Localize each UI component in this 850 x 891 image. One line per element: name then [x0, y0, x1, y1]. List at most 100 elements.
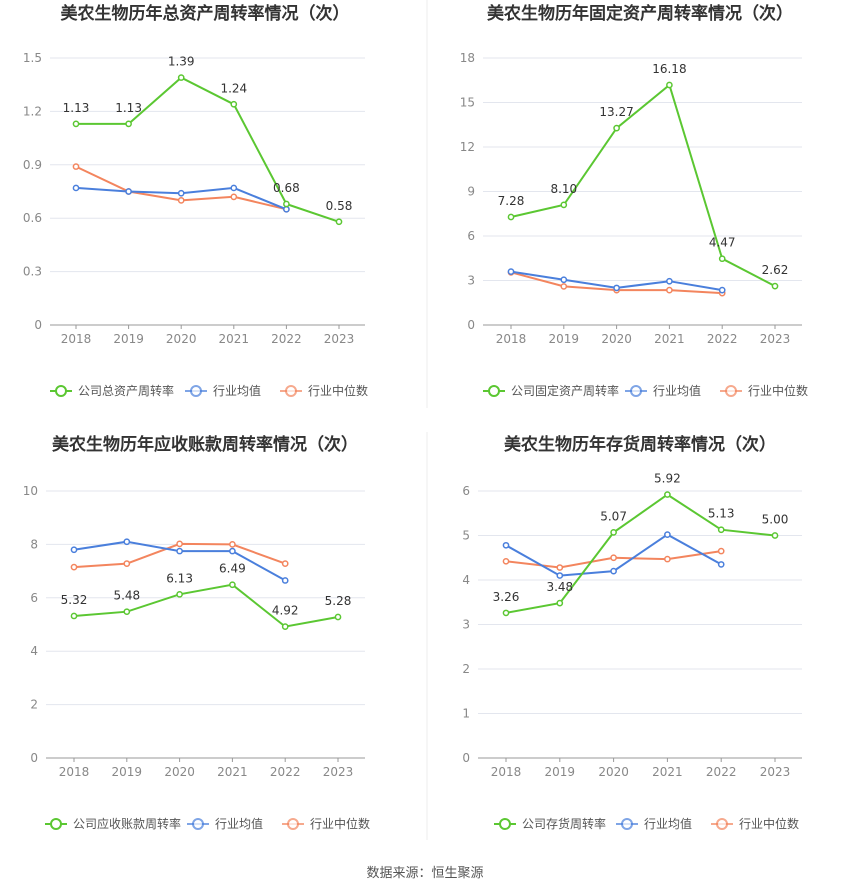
data-point-avg: [283, 205, 290, 213]
data-point-avg: [610, 567, 617, 575]
data-label: 5.32: [61, 593, 88, 607]
data-point-median: [610, 554, 617, 562]
data-point-company: [229, 581, 236, 589]
data-point-median: [229, 541, 236, 548]
legend-marker-avg: [192, 818, 204, 830]
y-tick-label: 0.9: [23, 158, 42, 172]
data-point-company: [335, 218, 343, 226]
data-point-avg: [230, 184, 238, 192]
data-label: 6.13: [166, 571, 193, 585]
x-tick-label: 2023: [324, 332, 355, 346]
data-point-company: [718, 255, 726, 263]
series-line-company: [73, 583, 339, 628]
data-point-company: [556, 599, 564, 607]
legend-label[interactable]: 行业中位数: [310, 816, 370, 831]
data-point-company: [334, 613, 342, 621]
y-tick-label: 2: [30, 698, 38, 712]
legend-marker-company: [55, 385, 67, 397]
legend-label[interactable]: 行业均值: [644, 816, 692, 831]
data-point-median: [176, 540, 183, 548]
data-point-company: [283, 200, 290, 208]
data-point-median: [664, 555, 671, 563]
data-point-avg: [502, 541, 510, 549]
y-tick-label: 5: [462, 529, 470, 543]
series-line-company: [76, 76, 340, 223]
legend-marker-company: [499, 818, 511, 830]
legend-label[interactable]: 公司固定资产周转率: [511, 383, 619, 398]
y-tick-label: 6: [467, 229, 475, 243]
data-point-company: [123, 608, 131, 616]
y-tick-label: 0: [34, 318, 42, 332]
y-tick-label: 2: [462, 662, 470, 676]
x-tick-label: 2018: [61, 332, 92, 346]
legend-label[interactable]: 行业均值: [653, 383, 701, 398]
y-tick-label: 10: [23, 484, 38, 498]
data-label: 4.47: [709, 236, 736, 250]
x-tick-label: 2022: [270, 765, 301, 779]
legend-marker-median: [716, 818, 728, 830]
data-point-avg: [70, 546, 78, 554]
data-point-company: [560, 201, 568, 209]
y-tick-label: 6: [30, 591, 38, 605]
chart-title: 美农生物历年应收账款周转率情况（次）: [52, 434, 358, 455]
y-tick-label: 1.2: [23, 104, 42, 118]
data-point-median: [230, 193, 238, 201]
data-point-company: [717, 526, 725, 534]
legend-label[interactable]: 行业中位数: [748, 383, 808, 398]
data-label: 5.48: [113, 589, 140, 603]
data-point-company: [177, 74, 185, 81]
x-tick-label: 2019: [113, 332, 144, 346]
x-tick-label: 2018: [496, 332, 527, 346]
legend-marker-avg: [190, 385, 202, 397]
x-tick-label: 2020: [598, 765, 629, 779]
data-point-avg: [177, 189, 185, 197]
data-point-company: [610, 529, 617, 536]
x-tick-label: 2022: [706, 765, 737, 779]
data-source-text: 数据来源：恒生聚源: [366, 866, 484, 881]
data-point-avg: [613, 284, 620, 292]
x-tick-label: 2018: [59, 765, 90, 779]
series-line-company: [510, 83, 776, 287]
legend-label[interactable]: 行业中位数: [308, 383, 368, 398]
legend-marker-company: [50, 818, 62, 830]
x-tick-label: 2020: [164, 765, 195, 779]
x-tick-label: 2019: [549, 332, 580, 346]
data-label: 0.58: [326, 199, 353, 213]
legend-marker-company: [488, 385, 500, 397]
legend-label[interactable]: 行业中位数: [739, 816, 799, 831]
data-point-avg: [125, 188, 132, 195]
y-tick-label: 18: [460, 51, 475, 65]
data-point-median: [560, 283, 568, 290]
legend-label[interactable]: 公司总资产周转率: [78, 383, 174, 398]
data-label: 3.48: [546, 580, 573, 594]
data-label: 8.10: [550, 182, 577, 196]
legend-label[interactable]: 行业均值: [215, 816, 263, 831]
legend-label[interactable]: 行业均值: [213, 383, 261, 398]
data-point-avg: [560, 276, 568, 284]
data-point-company: [72, 120, 80, 128]
data-label: 1.39: [168, 55, 195, 69]
legend-label[interactable]: 公司应收账款周转率: [73, 816, 181, 831]
legend-label[interactable]: 公司存货周转率: [522, 816, 606, 831]
x-tick-label: 2018: [491, 765, 522, 779]
data-label: 5.13: [708, 507, 735, 521]
y-tick-label: 12: [460, 140, 475, 154]
data-label: 1.13: [63, 101, 90, 115]
legend-marker-median: [725, 385, 737, 397]
data-label: 6.49: [219, 562, 246, 576]
data-label: 0.68: [273, 181, 300, 195]
data-point-avg: [666, 277, 673, 285]
data-point-median: [72, 163, 80, 170]
y-tick-label: 0.6: [23, 211, 42, 225]
legend-marker-median: [285, 385, 297, 397]
data-point-avg: [507, 268, 515, 275]
x-tick-label: 2022: [707, 332, 738, 346]
legend-marker-avg: [630, 385, 642, 397]
data-label: 7.28: [498, 194, 525, 208]
data-label: 2.62: [762, 263, 789, 277]
data-point-avg: [664, 531, 671, 538]
x-tick-label: 2023: [760, 765, 791, 779]
data-point-median: [717, 547, 725, 555]
y-tick-label: 15: [460, 96, 475, 110]
